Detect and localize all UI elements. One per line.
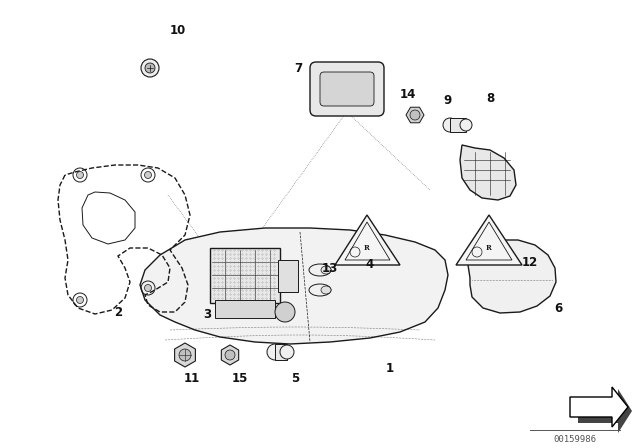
Circle shape — [77, 172, 83, 178]
Bar — [450, 118, 466, 132]
Polygon shape — [221, 345, 239, 365]
FancyBboxPatch shape — [320, 72, 374, 106]
Text: 1: 1 — [386, 362, 394, 375]
Circle shape — [145, 63, 155, 73]
Polygon shape — [578, 389, 632, 433]
Bar — [215, 300, 275, 318]
Polygon shape — [175, 343, 195, 367]
Text: 11: 11 — [184, 371, 200, 384]
Polygon shape — [570, 387, 628, 427]
Text: 4: 4 — [366, 258, 374, 271]
Text: 2: 2 — [114, 306, 122, 319]
Bar — [278, 260, 298, 292]
Circle shape — [410, 110, 420, 120]
FancyBboxPatch shape — [310, 62, 384, 116]
Circle shape — [225, 350, 235, 360]
Circle shape — [267, 344, 283, 360]
Text: 13: 13 — [322, 262, 338, 275]
Ellipse shape — [309, 264, 331, 276]
Text: 3: 3 — [203, 309, 211, 322]
Text: 9: 9 — [444, 94, 452, 107]
Text: 8: 8 — [486, 91, 494, 104]
Ellipse shape — [309, 284, 331, 296]
Polygon shape — [406, 107, 424, 123]
Text: R: R — [364, 244, 370, 252]
Circle shape — [145, 172, 152, 178]
Text: 15: 15 — [232, 371, 248, 384]
Polygon shape — [460, 145, 516, 200]
Polygon shape — [468, 240, 556, 313]
Circle shape — [443, 118, 457, 132]
Circle shape — [141, 59, 159, 77]
Ellipse shape — [321, 286, 331, 294]
Text: 7: 7 — [294, 61, 302, 74]
Polygon shape — [335, 215, 400, 265]
Text: 14: 14 — [400, 89, 416, 102]
Polygon shape — [456, 215, 522, 265]
Circle shape — [77, 297, 83, 303]
Bar — [275, 344, 287, 360]
Text: 6: 6 — [554, 302, 562, 314]
Text: R: R — [486, 244, 492, 252]
Text: 12: 12 — [522, 255, 538, 268]
Text: 00159986: 00159986 — [554, 435, 596, 444]
Ellipse shape — [321, 266, 331, 274]
Circle shape — [179, 349, 191, 361]
Circle shape — [460, 119, 472, 131]
Circle shape — [280, 345, 294, 359]
FancyBboxPatch shape — [210, 248, 280, 303]
Circle shape — [275, 302, 295, 322]
Polygon shape — [82, 192, 135, 244]
Text: 5: 5 — [291, 371, 299, 384]
Circle shape — [145, 284, 152, 292]
Polygon shape — [140, 228, 448, 344]
Text: 10: 10 — [170, 23, 186, 36]
